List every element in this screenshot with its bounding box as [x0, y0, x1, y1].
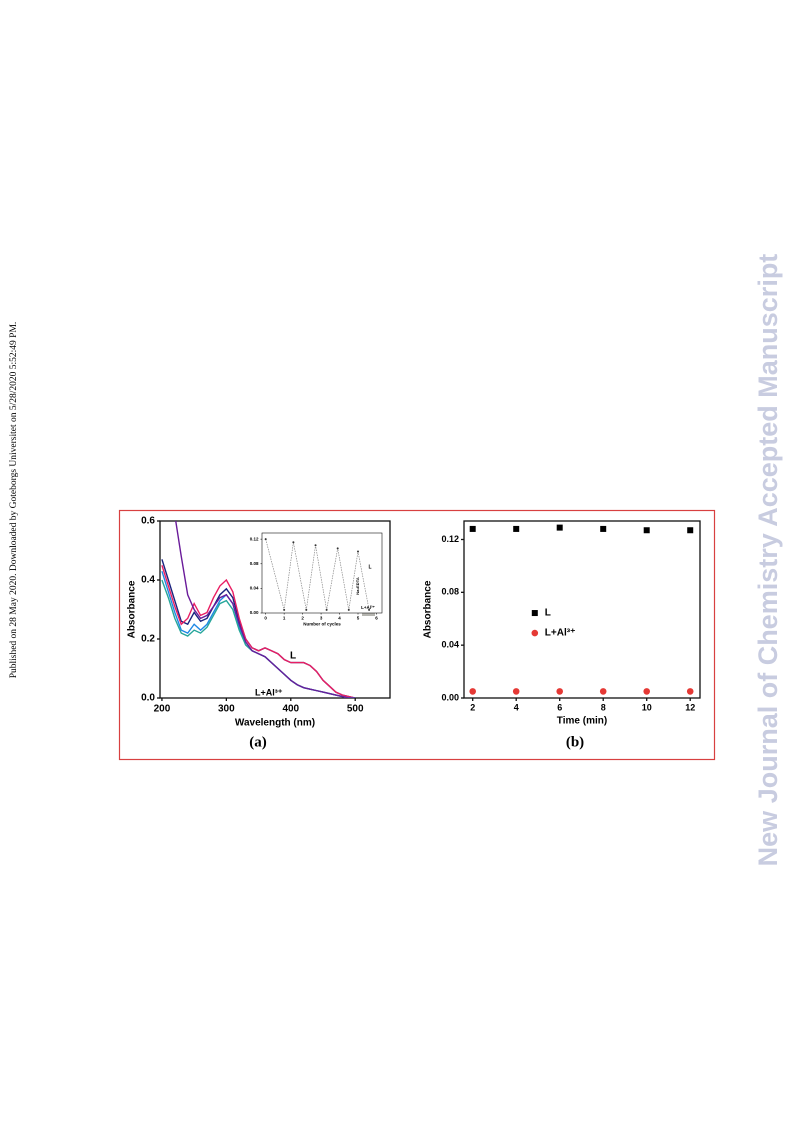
point — [643, 688, 651, 695]
y-tick-label: 0.00 — [250, 610, 259, 615]
x-tick-label: 2 — [470, 703, 475, 713]
point — [357, 550, 359, 553]
series-group — [161, 521, 356, 698]
point — [556, 688, 564, 695]
point — [283, 608, 286, 611]
x-axis-label: Time (min) — [557, 715, 607, 726]
legend-marker — [531, 610, 538, 617]
y-tick-label: 0.2 — [141, 634, 155, 645]
series-group — [264, 538, 371, 611]
watermark: New Journal of Chemistry Accepted Manusc… — [753, 254, 783, 867]
x-tick-label: 200 — [154, 704, 171, 715]
y-tick-label: 0.4 — [141, 575, 155, 586]
x-tick-label: 400 — [282, 704, 299, 715]
point — [469, 688, 477, 695]
point — [305, 608, 308, 611]
x-tick-label: 6 — [375, 615, 378, 620]
point — [292, 541, 295, 544]
x-tick-label: 12 — [685, 703, 695, 713]
point — [643, 527, 650, 534]
annotation: L+Al³⁺ — [361, 605, 375, 610]
x-tick-label: 10 — [642, 703, 652, 713]
side-note: Published on 28 May 2020. Downloaded by … — [9, 322, 19, 679]
x-tick-label: 300 — [218, 704, 235, 715]
point — [513, 525, 520, 532]
x-axis-label: Wavelength (nm) — [235, 718, 315, 729]
y-axis-label: Absorbance — [127, 580, 138, 638]
annotation: L — [368, 564, 371, 570]
line — [175, 521, 356, 698]
point — [368, 608, 371, 611]
line — [265, 539, 370, 611]
point — [336, 547, 339, 550]
point — [600, 525, 607, 532]
plot-frame — [159, 520, 391, 699]
y-axis-label: Absorbance — [423, 580, 434, 638]
y-tick-label: 0.00 — [441, 692, 459, 702]
y-tick-label: 0.08 — [441, 587, 459, 597]
y-tick-label: 0.12 — [250, 536, 259, 541]
plot-frame — [463, 520, 701, 699]
y-tick-label: 0.08 — [250, 561, 259, 566]
figure-frame — [118, 509, 716, 761]
point — [512, 688, 520, 695]
x-tick-label: 2 — [301, 615, 304, 620]
plot-frame — [261, 532, 383, 614]
x-tick-label: 0 — [264, 615, 267, 620]
y-tick-label: 0.12 — [441, 534, 459, 544]
annotation: L — [290, 651, 296, 662]
x-tick-label: 8 — [601, 703, 606, 713]
x-tick-label: 500 — [347, 704, 364, 715]
point — [264, 538, 267, 541]
x-tick-label: 6 — [557, 703, 562, 713]
point — [686, 688, 694, 695]
x-tick-label: 5 — [357, 615, 360, 620]
caption: (b) — [566, 734, 584, 750]
x-axis-label: Number of cycles — [303, 622, 341, 627]
y-tick-label: 0.6 — [141, 516, 155, 527]
point — [314, 544, 317, 547]
legend-marker — [531, 629, 539, 637]
caption: (a) — [249, 734, 267, 750]
x-tick-label: 4 — [338, 615, 341, 620]
x-tick-label: 3 — [320, 615, 323, 620]
x-tick-label: 1 — [283, 615, 286, 620]
point — [687, 527, 694, 534]
legend-label: L — [545, 608, 551, 619]
y-tick-label: 0.04 — [441, 640, 459, 650]
annotation: L+Al³⁺ — [255, 687, 283, 697]
y-tick-label: 0.0 — [141, 693, 155, 704]
point — [469, 525, 476, 532]
y-tick-label: 0.04 — [250, 586, 259, 591]
x-tick-label: 4 — [514, 703, 519, 713]
legend-label: L+Al³⁺ — [545, 628, 576, 639]
point — [325, 608, 328, 611]
annotation: Na₂EDTA — [355, 577, 360, 595]
point — [347, 608, 350, 611]
point — [599, 688, 607, 695]
point — [556, 524, 563, 531]
line — [161, 565, 356, 698]
